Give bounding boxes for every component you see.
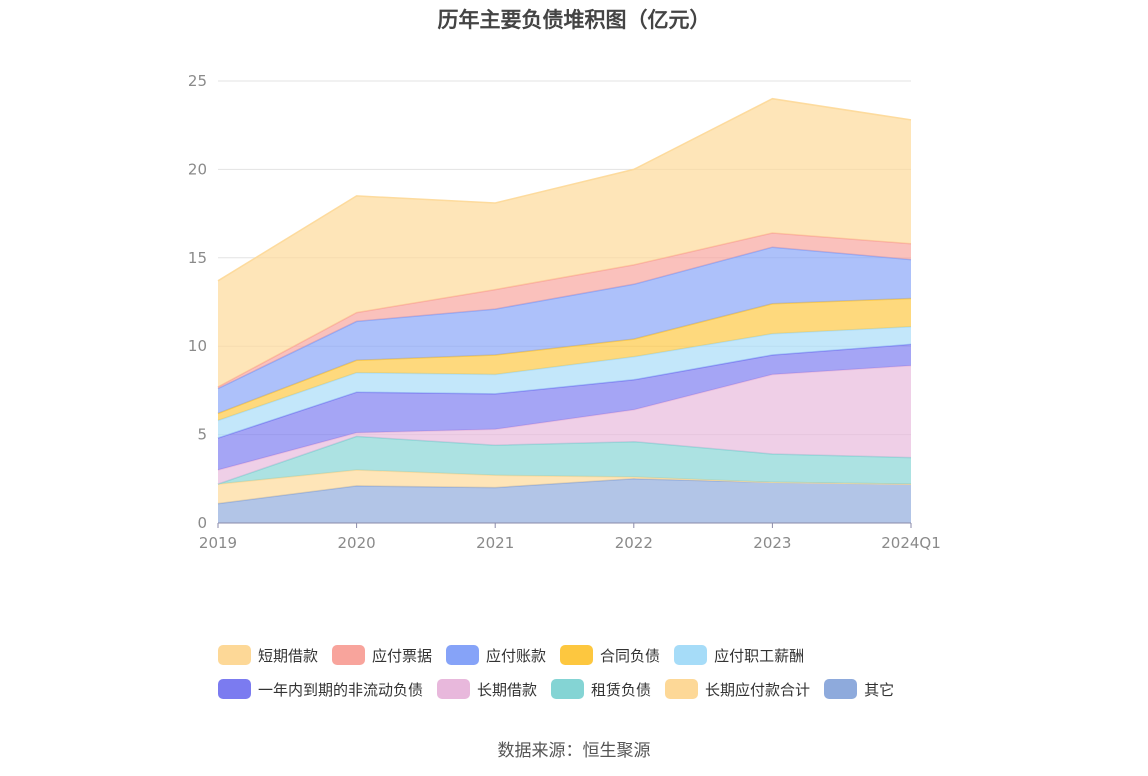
y-tick-label: 10 bbox=[188, 337, 207, 355]
legend-row: 短期借款 应付票据 应付账款 合同负债 应付职工薪酬 bbox=[218, 638, 978, 672]
legend-label: 应付票据 bbox=[372, 646, 433, 665]
legend-item[interactable]: 短期借款 bbox=[218, 645, 318, 666]
legend-item[interactable]: 其它 bbox=[824, 679, 894, 700]
legend-label: 长期借款 bbox=[477, 680, 538, 699]
legend-item[interactable]: 长期应付款合计 bbox=[665, 679, 810, 700]
legend-swatch bbox=[218, 645, 251, 665]
area-应付账款 bbox=[218, 247, 911, 414]
x-tick-label: 2021 bbox=[476, 534, 514, 552]
legend-label: 应付账款 bbox=[486, 646, 547, 665]
area-短期借款 bbox=[218, 98, 911, 387]
x-tick-label: 2024Q1 bbox=[881, 534, 941, 552]
area-合同负债 bbox=[218, 298, 911, 421]
legend-label: 其它 bbox=[864, 680, 895, 699]
chart-title: 历年主要负债堆积图（亿元） bbox=[437, 8, 711, 32]
legend-swatch bbox=[665, 679, 699, 699]
x-tick-label: 2020 bbox=[338, 534, 376, 552]
area-应付职工薪酬 bbox=[218, 326, 911, 439]
legend-item[interactable]: 应付账款 bbox=[446, 645, 546, 666]
legend-label: 长期应付款合计 bbox=[705, 680, 811, 699]
legend-item[interactable]: 长期借款 bbox=[437, 679, 537, 700]
area-长期应付款合计 bbox=[218, 470, 911, 504]
legend: 短期借款 应付票据 应付账款 合同负债 应付职工薪酬 一年内到期的非流动负债 长期借款 租赁… bbox=[218, 638, 978, 706]
x-tick-label: 2022 bbox=[615, 534, 653, 552]
legend-label: 应付职工薪酬 bbox=[714, 646, 805, 665]
legend-swatch bbox=[446, 645, 480, 665]
legend-label: 一年内到期的非流动负债 bbox=[258, 680, 424, 699]
stacked-area-chart: 0 5 10 15 20 25 2019 2020 2021 2022 2023 2024Q1 bbox=[188, 72, 941, 552]
area-应付票据 bbox=[218, 233, 911, 389]
legend-swatch bbox=[332, 645, 366, 665]
legend-row: 一年内到期的非流动负债 长期借款 租赁负债 长期应付款合计 其它 bbox=[218, 672, 978, 706]
legend-swatch bbox=[674, 645, 708, 665]
legend-swatch bbox=[218, 679, 251, 699]
x-tick-label: 2023 bbox=[753, 534, 791, 552]
area-长期借款 bbox=[218, 365, 911, 485]
area-其它 bbox=[218, 478, 911, 523]
legend-swatch bbox=[551, 679, 585, 699]
legend-item[interactable]: 应付票据 bbox=[332, 645, 432, 666]
legend-item[interactable]: 合同负债 bbox=[560, 645, 660, 666]
legend-item[interactable]: 租赁负债 bbox=[551, 679, 651, 700]
legend-label: 租赁负债 bbox=[591, 680, 652, 699]
area-租赁负债 bbox=[218, 436, 911, 485]
legend-item[interactable]: 应付职工薪酬 bbox=[674, 645, 804, 666]
legend-label: 合同负债 bbox=[600, 646, 661, 665]
x-tick-label: 2019 bbox=[199, 534, 237, 552]
legend-swatch bbox=[824, 679, 858, 699]
legend-swatch bbox=[560, 645, 594, 665]
y-tick-label: 0 bbox=[197, 514, 207, 532]
legend-item[interactable]: 一年内到期的非流动负债 bbox=[218, 679, 423, 700]
area-一年内到期的非流动负债 bbox=[218, 344, 911, 470]
axes: 0 5 10 15 20 25 2019 2020 2021 2022 2023 2024Q1 bbox=[188, 72, 941, 552]
legend-label: 短期借款 bbox=[258, 646, 319, 665]
y-tick-label: 25 bbox=[188, 72, 207, 90]
y-tick-label: 15 bbox=[188, 249, 207, 267]
area-series bbox=[217, 97, 912, 523]
y-tick-label: 5 bbox=[197, 426, 207, 444]
legend-swatch bbox=[437, 679, 471, 699]
source-note: 数据来源：恒生聚源 bbox=[497, 741, 651, 761]
y-tick-label: 20 bbox=[188, 160, 207, 178]
area-edge-短期借款 bbox=[217, 97, 912, 282]
